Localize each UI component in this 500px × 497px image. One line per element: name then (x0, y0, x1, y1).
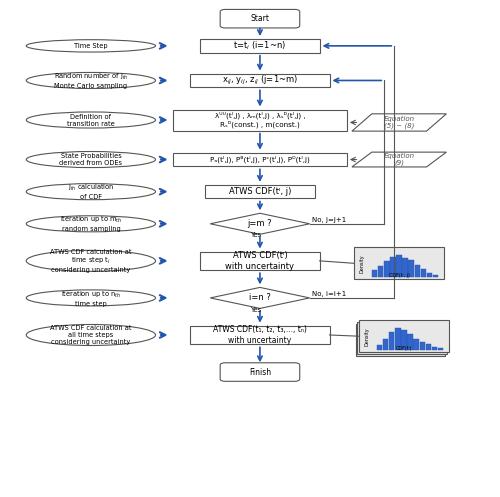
Text: Start: Start (250, 14, 270, 23)
FancyBboxPatch shape (190, 74, 330, 87)
Text: x$_{ij}$, y$_{ij}$, z$_{ij}$ (j=1~m): x$_{ij}$, y$_{ij}$, z$_{ij}$ (j=1~m) (222, 74, 298, 87)
Ellipse shape (26, 250, 156, 271)
Text: Density: Density (364, 327, 370, 345)
Ellipse shape (26, 112, 156, 128)
FancyBboxPatch shape (354, 248, 444, 279)
Text: State Probabilities
derived from ODEs: State Probabilities derived from ODEs (60, 153, 122, 166)
FancyBboxPatch shape (372, 270, 378, 277)
FancyBboxPatch shape (220, 363, 300, 381)
Text: Finish: Finish (249, 368, 271, 377)
FancyBboxPatch shape (414, 339, 419, 350)
FancyBboxPatch shape (360, 320, 449, 352)
FancyBboxPatch shape (384, 261, 390, 277)
FancyBboxPatch shape (395, 328, 400, 350)
FancyBboxPatch shape (432, 346, 437, 350)
FancyBboxPatch shape (401, 330, 406, 350)
Text: t=t$_i$ (i=1~n): t=t$_i$ (i=1~n) (234, 40, 286, 52)
Text: Yes: Yes (250, 233, 261, 239)
Text: Definition of
transition rate: Definition of transition rate (67, 113, 115, 127)
Polygon shape (352, 114, 446, 131)
FancyBboxPatch shape (390, 257, 396, 277)
Text: No, i=i+1: No, i=i+1 (312, 291, 346, 297)
FancyBboxPatch shape (200, 251, 320, 270)
Polygon shape (210, 213, 310, 234)
FancyBboxPatch shape (396, 255, 402, 277)
FancyBboxPatch shape (356, 324, 445, 356)
FancyBboxPatch shape (389, 332, 394, 350)
Ellipse shape (26, 216, 156, 232)
Text: Time Step: Time Step (74, 43, 108, 49)
Text: j$_{th}$ calculation
of CDF: j$_{th}$ calculation of CDF (68, 183, 114, 200)
FancyBboxPatch shape (378, 266, 384, 277)
Text: ATWS CDF calculation at
all time steps
considering uncertainty: ATWS CDF calculation at all time steps c… (50, 325, 132, 345)
Text: ATWS CDF(t₁, t₂, t₃,..., tₙ)
with uncertainty: ATWS CDF(t₁, t₂, t₃,..., tₙ) with uncert… (213, 326, 307, 345)
FancyBboxPatch shape (420, 269, 426, 277)
FancyBboxPatch shape (220, 9, 300, 28)
FancyBboxPatch shape (433, 275, 438, 277)
FancyBboxPatch shape (438, 347, 444, 350)
Ellipse shape (26, 152, 156, 167)
Text: Random number of j$_{th}$
Monte Carlo sampling: Random number of j$_{th}$ Monte Carlo sa… (54, 72, 128, 89)
Text: λᵁᵁ(tᴵ,j) , λₘ(tᴵ,j) , λₛᴰ(tᴵ,j) ,
Rₛᴰ(const.) , m(const.): λᵁᵁ(tᴵ,j) , λₘ(tᴵ,j) , λₛᴰ(tᴵ,j) , Rₛᴰ(c… (214, 112, 306, 128)
Polygon shape (210, 287, 310, 309)
Text: ATWS CDF calculation at
time step t$_i$
considering uncertainty: ATWS CDF calculation at time step t$_i$ … (50, 248, 132, 273)
Ellipse shape (26, 325, 156, 345)
FancyBboxPatch shape (200, 39, 320, 53)
Text: Pₐ(tᴵ,j), Pᴮ(tᴵ,j), Pᶜ(tᴵ,j), Pᴰ(tᴵ,j): Pₐ(tᴵ,j), Pᴮ(tᴵ,j), Pᶜ(tᴵ,j), Pᴰ(tᴵ,j) (210, 156, 310, 164)
Ellipse shape (26, 183, 156, 200)
FancyBboxPatch shape (173, 153, 347, 166)
FancyBboxPatch shape (414, 265, 420, 277)
FancyBboxPatch shape (426, 272, 432, 277)
Text: ATWS CDF(tᴵ, j): ATWS CDF(tᴵ, j) (229, 187, 291, 196)
Text: j=m ?: j=m ? (248, 219, 272, 228)
Text: Equation
(9): Equation (9) (384, 153, 414, 166)
FancyBboxPatch shape (383, 339, 388, 350)
FancyBboxPatch shape (173, 109, 347, 131)
FancyBboxPatch shape (426, 344, 431, 350)
FancyBboxPatch shape (420, 342, 425, 350)
FancyBboxPatch shape (190, 326, 330, 344)
FancyBboxPatch shape (358, 322, 447, 354)
Text: Yes: Yes (250, 307, 261, 313)
FancyBboxPatch shape (408, 260, 414, 277)
Text: No, j=j+1: No, j=j+1 (312, 217, 346, 223)
Text: ATWS CDF(tᴵ)
with uncertainty: ATWS CDF(tᴵ) with uncertainty (226, 251, 294, 270)
Text: CDF(tᴵ): CDF(tᴵ) (396, 346, 412, 351)
Text: Equation
(5) ~ (8): Equation (5) ~ (8) (384, 116, 414, 129)
FancyBboxPatch shape (402, 258, 408, 277)
Text: CDF(tᴵ, j): CDF(tᴵ, j) (388, 273, 409, 278)
Ellipse shape (26, 290, 156, 306)
FancyBboxPatch shape (377, 345, 382, 350)
Text: i=n ?: i=n ? (249, 293, 271, 302)
Text: Density: Density (360, 254, 364, 273)
Text: Iteration up to m$_{th}$
random sampling: Iteration up to m$_{th}$ random sampling (60, 215, 122, 233)
Ellipse shape (26, 40, 156, 52)
Text: Iteration up to n$_{th}$
time step: Iteration up to n$_{th}$ time step (61, 289, 121, 307)
Ellipse shape (26, 73, 156, 88)
FancyBboxPatch shape (408, 334, 413, 350)
Polygon shape (352, 152, 446, 167)
FancyBboxPatch shape (206, 185, 314, 198)
